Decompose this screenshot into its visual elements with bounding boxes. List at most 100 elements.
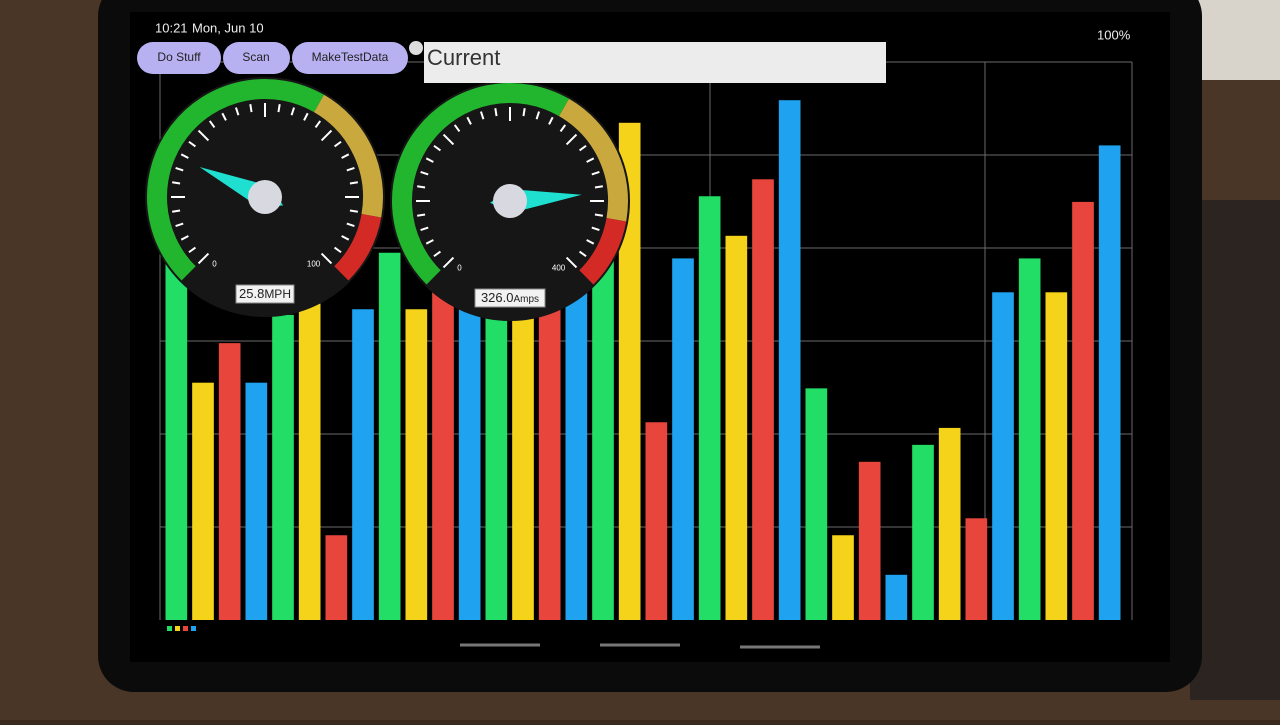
gauge-min-label: 0 — [457, 264, 462, 273]
bar-chart — [165, 100, 1121, 621]
bar — [218, 343, 241, 620]
gauge-tick — [346, 167, 355, 172]
gauge-tick — [425, 157, 434, 163]
gauge-tick — [277, 104, 281, 113]
bar — [192, 382, 214, 620]
bar — [352, 309, 374, 620]
gauge-readout: 326.0Amps — [481, 290, 539, 305]
bar — [858, 461, 881, 620]
gauge-max-label: 100 — [307, 260, 321, 269]
toolbar: Do Stuff Scan MakeTestData Current — [137, 41, 886, 83]
gauge-tick — [425, 239, 434, 245]
bar — [592, 258, 614, 620]
gauge-tick — [208, 120, 216, 129]
gauge-unit: Amps — [513, 294, 539, 305]
bar — [298, 303, 321, 620]
gauge-tick — [333, 246, 342, 254]
gauge-tick — [333, 140, 342, 148]
gauge-tick — [548, 116, 554, 125]
gauge-tick — [341, 153, 350, 159]
gauges: 0 100 25.8MPH 0 400 326.0Amps — [145, 77, 630, 321]
gauge-tick — [172, 181, 181, 185]
bar — [832, 535, 854, 620]
gauge-unit: MPH — [264, 287, 291, 301]
background-desk — [1190, 200, 1280, 700]
bar — [1045, 292, 1068, 620]
background-monitor — [1190, 0, 1280, 80]
legend — [167, 626, 196, 631]
gauge-band — [392, 83, 569, 285]
button-label[interactable]: MakeTestData — [312, 50, 389, 64]
gauge-tick — [565, 133, 578, 146]
bar — [618, 122, 641, 621]
gauge-tick — [535, 111, 540, 120]
gauge-tick — [320, 252, 333, 265]
gauge-value: 25.8 — [239, 286, 264, 301]
bar — [485, 309, 508, 620]
gauge-hub — [493, 184, 527, 218]
gauge-tick — [420, 226, 429, 231]
switch-knob[interactable] — [409, 41, 423, 55]
bar — [672, 258, 694, 620]
button[interactable] — [223, 42, 290, 74]
gauge-tick — [442, 256, 455, 269]
gauge-tick — [591, 226, 600, 231]
gauge-tick — [433, 250, 442, 258]
status-time: 10:21 — [155, 20, 188, 35]
gauge-readout: 25.8MPH — [239, 286, 291, 301]
bar — [1018, 258, 1041, 620]
text-input-value[interactable]: Current — [427, 45, 500, 70]
gauge-max-label: 400 — [552, 264, 566, 273]
bar — [645, 422, 668, 620]
gauge-tick — [586, 157, 595, 163]
gauge-tick — [417, 185, 426, 189]
nav-bar — [460, 643, 820, 649]
bar — [752, 179, 774, 621]
gauge-tick — [346, 222, 355, 227]
status-date: Mon, Jun 10 — [192, 20, 264, 35]
gauge-tick — [565, 256, 578, 269]
gauge-tick — [586, 239, 595, 245]
bar — [885, 574, 908, 620]
bar — [992, 292, 1014, 620]
bar — [938, 427, 961, 620]
gauge-band — [147, 79, 324, 281]
gauge-tick — [417, 213, 426, 217]
gauge-tick — [559, 124, 567, 133]
gauge-band — [558, 98, 628, 222]
bar — [725, 235, 748, 621]
gauge-tick — [591, 171, 600, 176]
gauge-tick — [314, 120, 322, 129]
bar — [165, 252, 188, 620]
bar — [458, 297, 481, 620]
gauge-tick — [197, 252, 210, 265]
gauge-tick — [420, 171, 429, 176]
gauge-tick — [522, 108, 526, 117]
button-label[interactable]: Do Stuff — [157, 50, 201, 64]
button-label[interactable]: Scan — [242, 50, 269, 64]
gauge-readout-box — [474, 288, 546, 308]
bar — [325, 535, 348, 620]
gauge-tick — [442, 133, 455, 146]
text-input[interactable] — [424, 42, 886, 83]
gauge-tick — [180, 235, 189, 241]
gauge-tick — [594, 185, 603, 189]
gauge-band — [313, 94, 383, 218]
gauge-tick — [433, 144, 442, 152]
gauge-tick — [303, 112, 309, 121]
bar — [432, 292, 454, 620]
gauge-tick — [349, 181, 358, 185]
bar — [965, 518, 988, 620]
gauge-tick — [494, 108, 498, 117]
status-bar: 10:21 Mon, Jun 10 100% — [155, 20, 1131, 42]
gauge-tick — [175, 222, 184, 227]
bar — [538, 297, 561, 620]
gauge-tick — [290, 107, 295, 116]
gauge-tick — [249, 104, 253, 113]
bar — [405, 309, 428, 620]
button[interactable] — [292, 42, 408, 74]
bar — [565, 292, 588, 620]
bar — [245, 382, 268, 620]
button[interactable] — [137, 42, 221, 74]
